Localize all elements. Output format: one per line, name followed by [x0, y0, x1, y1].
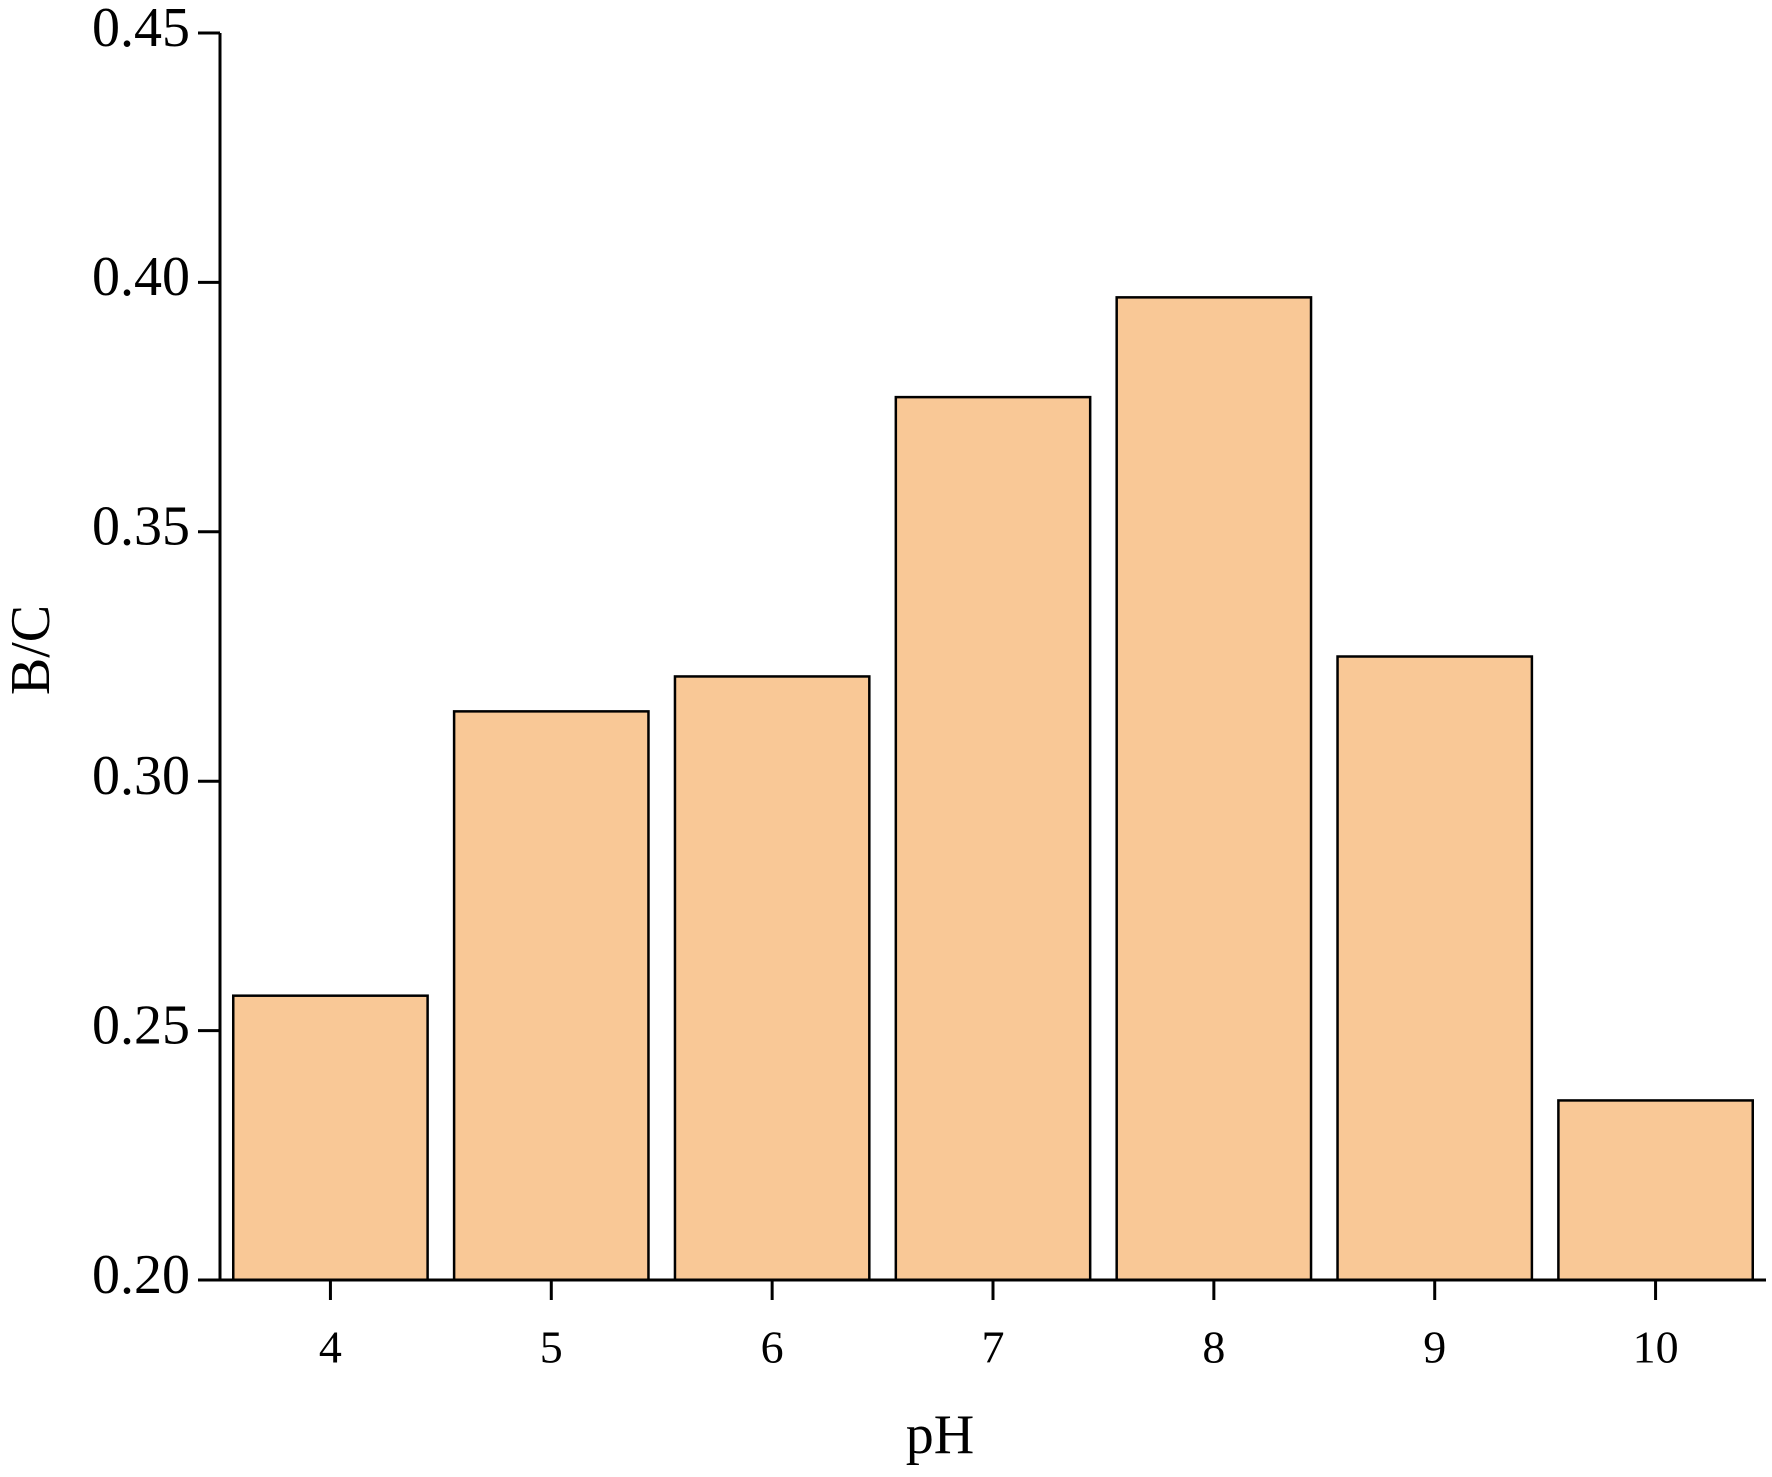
bar	[1115, 296, 1313, 1282]
bar	[894, 395, 1092, 1282]
x-tick-label: 9	[1423, 1322, 1446, 1373]
y-tick-label: 0.40	[92, 246, 190, 308]
y-tick-label: 0.45	[92, 0, 190, 59]
x-tick-label: 6	[761, 1322, 784, 1373]
x-tick-label: 8	[1202, 1322, 1225, 1373]
x-axis-title: pH	[906, 1404, 974, 1466]
y-tick-label: 0.35	[92, 496, 190, 558]
x-tick-label: 5	[540, 1322, 563, 1373]
x-tick-label: 7	[982, 1322, 1005, 1373]
bar	[452, 710, 650, 1282]
bar	[232, 994, 429, 1282]
y-axis-title: B/C	[0, 605, 62, 695]
y-tick-label: 0.30	[92, 745, 190, 807]
y-tick-label: 0.20	[92, 1244, 190, 1306]
bar	[673, 675, 871, 1282]
bar	[1336, 655, 1534, 1282]
x-tick-label: 10	[1633, 1322, 1679, 1373]
bar	[1557, 1099, 1754, 1282]
y-tick-label: 0.25	[92, 994, 190, 1056]
x-tick-label: 4	[319, 1322, 342, 1373]
